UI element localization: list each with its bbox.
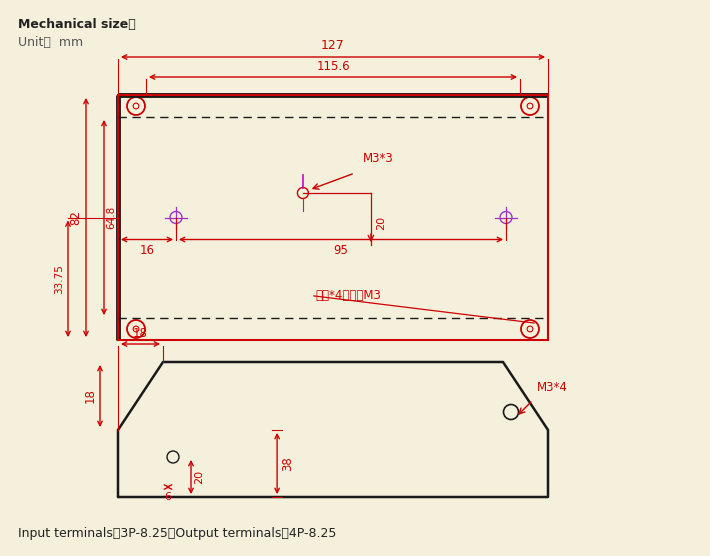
- Text: Mechanical size：: Mechanical size：: [18, 18, 136, 31]
- Text: 95: 95: [334, 245, 349, 257]
- Text: 127: 127: [321, 39, 345, 52]
- Text: 18: 18: [84, 389, 97, 404]
- Text: 18: 18: [133, 327, 148, 340]
- Text: 64.8: 64.8: [106, 206, 116, 229]
- Text: 115.6: 115.6: [316, 60, 350, 73]
- Text: 82: 82: [69, 210, 82, 225]
- Text: 6: 6: [165, 492, 172, 502]
- Text: Input terminals：3P-8.25，Output terminals：4P-8.25: Input terminals：3P-8.25，Output terminals…: [18, 527, 337, 540]
- Text: 20: 20: [194, 470, 204, 484]
- Text: 38: 38: [281, 456, 294, 471]
- Text: 20: 20: [376, 216, 386, 230]
- Text: 钓柱*4，内径M3: 钓柱*4，内径M3: [316, 290, 382, 302]
- Text: 16: 16: [139, 245, 155, 257]
- Text: Unit：  mm: Unit： mm: [18, 36, 83, 49]
- Text: M3*4: M3*4: [537, 381, 568, 394]
- Text: 33.75: 33.75: [54, 264, 64, 294]
- Text: M3*3: M3*3: [363, 152, 393, 165]
